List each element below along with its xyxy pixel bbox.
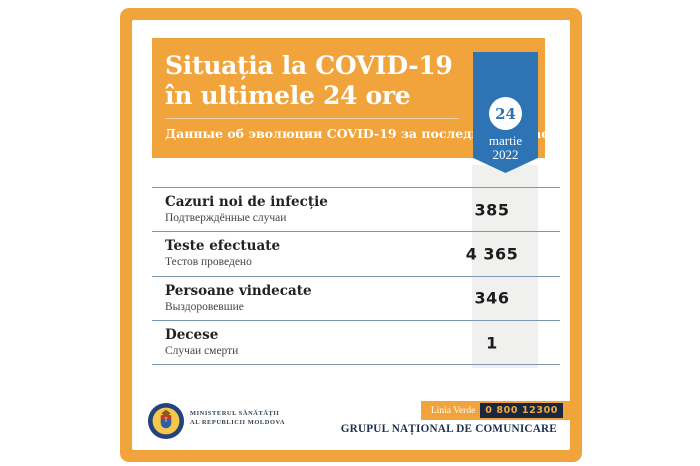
- stats-table: Cazuri noi de infecție Подтверждённые сл…: [152, 187, 560, 366]
- row-label-ro: Persoane vindecate: [165, 282, 312, 299]
- table-row-tests: Teste efectuate Тестов проведено 4 365: [152, 231, 560, 275]
- row-label-ru: Случаи смерти: [165, 345, 239, 358]
- table-row-recovered: Persoane vindecate Выздоровевшие 346: [152, 275, 560, 320]
- row-label-ro: Decese: [165, 327, 219, 344]
- date-day: 24: [495, 104, 516, 123]
- title-line-1: Situația la COVID-19: [165, 51, 453, 80]
- row-label-ro: Cazuri noi de infecție: [165, 194, 328, 211]
- ministry-line-1: MINISTERUL SĂNĂTĂȚII: [190, 410, 280, 417]
- hotline-label: Linia Verde: [430, 405, 476, 416]
- ministry-line-2: AL REPUBLICII MOLDOVA: [190, 418, 286, 426]
- date-ribbon: 24 martie 2022: [473, 52, 538, 173]
- inner-panel: Situația la COVID-19 în ultimele 24 ore …: [132, 20, 570, 450]
- ministry-name: MINISTERUL SĂNĂTĂȚII AL REPUBLICII MOLDO…: [190, 410, 285, 427]
- covid-infographic-card: Situația la COVID-19 în ultimele 24 ore …: [120, 8, 582, 462]
- row-value: 385: [474, 200, 510, 220]
- date-circle: 24: [489, 97, 522, 130]
- row-value: 346: [474, 288, 510, 308]
- communication-group-label: GRUPUL NAȚIONAL DE COMUNICARE: [340, 423, 557, 435]
- date-year: 2022: [492, 147, 519, 162]
- row-label-ru: Тестов проведено: [165, 256, 252, 269]
- row-label-ru: Выздоровевшие: [165, 300, 244, 313]
- row-value: 4 365: [465, 244, 519, 264]
- table-row-new-cases: Cazuri noi de infecție Подтверждённые сл…: [152, 187, 560, 231]
- value-column-band: [472, 165, 538, 368]
- subtitle-russian: Данные об эволюции COVID-19 за последние…: [165, 126, 557, 141]
- hotline-badge: Linia Verde 0 800 12300: [420, 401, 570, 420]
- date-month: martie: [488, 133, 523, 148]
- title-line-2: în ultimele 24 ore: [165, 81, 411, 110]
- row-label-ru: Подтверждённые случаи: [165, 212, 287, 225]
- page-title: Situația la COVID-19 în ultimele 24 ore: [165, 51, 531, 111]
- row-label-ro: Teste efectuate: [165, 238, 281, 255]
- table-row-deaths: Decese Случаи смерти 1: [152, 319, 560, 364]
- moldova-coat-of-arms-logo: [147, 402, 185, 440]
- hotline-number: 0 800 12300: [480, 403, 563, 418]
- header-divider: [165, 118, 459, 119]
- row-value: 1: [486, 333, 498, 353]
